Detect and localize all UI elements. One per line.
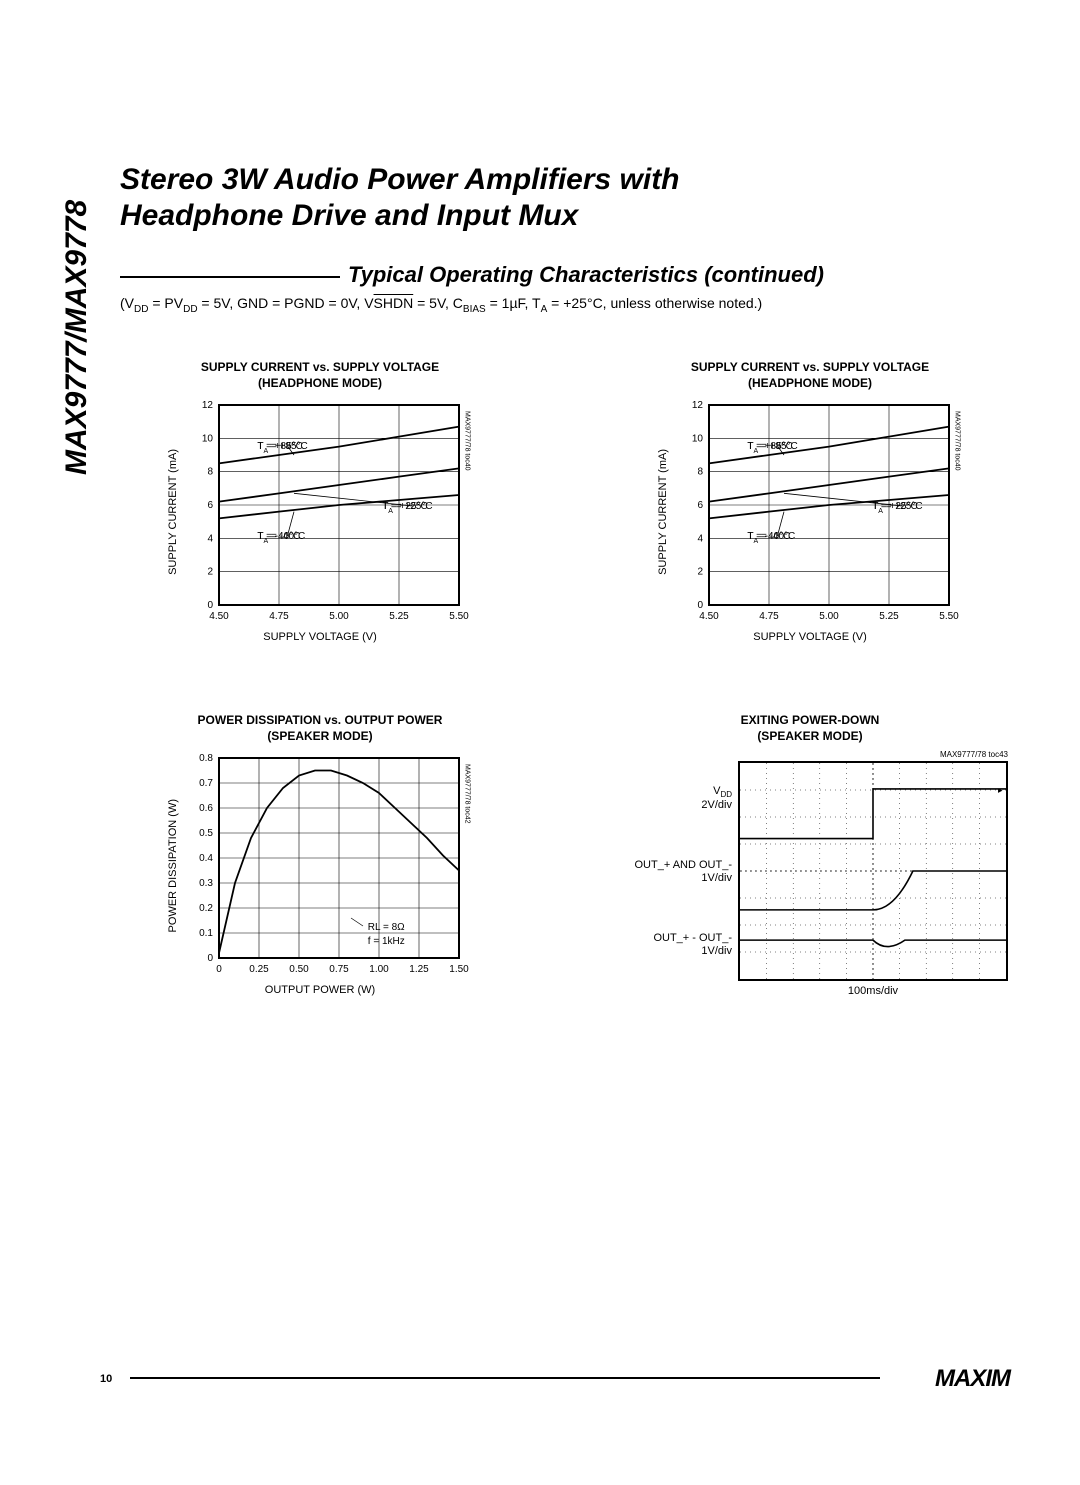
footer-rule xyxy=(130,1377,880,1379)
svg-text:6: 6 xyxy=(697,500,703,511)
svg-text:1.50: 1.50 xyxy=(449,964,469,975)
svg-text:8: 8 xyxy=(207,467,213,478)
svg-text:4.75: 4.75 xyxy=(759,611,779,622)
svg-text:MAX9777/78 toc42: MAX9777/78 toc42 xyxy=(464,764,471,824)
svg-text:2: 2 xyxy=(207,567,213,578)
side-part-number: MAX9777/MAX9778 xyxy=(60,200,94,475)
svg-text:10: 10 xyxy=(692,434,704,445)
charts-grid: SUPPLY CURRENT vs. SUPPLY VOLTAGE(HEADPH… xyxy=(120,360,1010,997)
svg-text:0.5: 0.5 xyxy=(199,828,213,839)
svg-text:f = 1kHz: f = 1kHz xyxy=(368,936,405,947)
svg-text:6: 6 xyxy=(207,500,213,511)
page-title-line2: Headphone Drive and Input Mux xyxy=(120,198,680,234)
svg-text:4: 4 xyxy=(207,534,213,545)
svg-text:MAX9777/78 toc40: MAX9777/78 toc40 xyxy=(464,411,471,471)
chart3-ylabel: POWER DISSIPATION (W) xyxy=(167,799,179,932)
chart2-title: SUPPLY CURRENT vs. SUPPLY VOLTAGE(HEADPH… xyxy=(691,360,929,391)
svg-text:12: 12 xyxy=(692,400,704,411)
conditions-text: (VDD = PVDD = 5V, GND = PGND = 0V, VSHDN… xyxy=(120,295,762,315)
svg-text:5.00: 5.00 xyxy=(329,611,349,622)
chart3-plot: 0 0.25 0.50 0.75 1.00 1.25 1.50 0 0.1 0.2 0.3 0.4 0.… xyxy=(183,750,473,980)
svg-text:0.7: 0.7 xyxy=(199,778,213,789)
svg-text:5.00: 5.00 xyxy=(819,611,839,622)
chart-supply-current-1: SUPPLY CURRENT vs. SUPPLY VOLTAGE(HEADPH… xyxy=(120,360,520,643)
chart2-ylabel: SUPPLY CURRENT (mA) xyxy=(657,449,669,575)
svg-text:1.00: 1.00 xyxy=(369,964,389,975)
svg-text:0.6: 0.6 xyxy=(199,803,213,814)
svg-text:5.50: 5.50 xyxy=(939,611,959,622)
svg-text:0.3: 0.3 xyxy=(199,878,213,889)
svg-text:0: 0 xyxy=(207,600,213,611)
svg-text:4.50: 4.50 xyxy=(699,611,719,622)
section-title-row: Typical Operating Characteristics (conti… xyxy=(120,262,1010,288)
svg-text:MAX9777/78 toc40: MAX9777/78 toc40 xyxy=(954,411,961,471)
svg-text:2: 2 xyxy=(697,567,703,578)
chart3-title: POWER DISSIPATION vs. OUTPUT POWER(SPEAK… xyxy=(198,713,443,744)
maxim-logo: MAXIM xyxy=(935,1365,1010,1393)
svg-text:0: 0 xyxy=(207,953,213,964)
svg-text:0.25: 0.25 xyxy=(249,964,269,975)
svg-text:5.25: 5.25 xyxy=(389,611,409,622)
svg-text:5.50: 5.50 xyxy=(449,611,469,622)
svg-text:4: 4 xyxy=(697,534,703,545)
scope-screen: ▸ xyxy=(738,761,1008,981)
svg-text:0.4: 0.4 xyxy=(199,853,213,864)
svg-text:0.50: 0.50 xyxy=(289,964,309,975)
svg-text:0.1: 0.1 xyxy=(199,928,213,939)
svg-text:0: 0 xyxy=(216,964,222,975)
svg-text:0.75: 0.75 xyxy=(329,964,349,975)
svg-text:5.25: 5.25 xyxy=(879,611,899,622)
page-title: Stereo 3W Audio Power Amplifiers with He… xyxy=(120,162,680,234)
svg-text:0: 0 xyxy=(697,600,703,611)
svg-text:10: 10 xyxy=(202,434,214,445)
svg-text:8: 8 xyxy=(697,467,703,478)
page-number: 10 xyxy=(100,1373,112,1385)
chart2-plot: 4.504.755.005.255.50024681012T = +85°CT … xyxy=(673,397,963,627)
chart-power-dissipation: POWER DISSIPATION vs. OUTPUT POWER(SPEAK… xyxy=(120,713,520,997)
chart1-xlabel: SUPPLY VOLTAGE (V) xyxy=(263,631,377,643)
chart1-title: SUPPLY CURRENT vs. SUPPLY VOLTAGE(HEADPH… xyxy=(201,360,439,391)
svg-text:4.75: 4.75 xyxy=(269,611,289,622)
svg-text:RL = 8Ω: RL = 8Ω xyxy=(368,922,405,933)
svg-text:▸: ▸ xyxy=(998,785,1003,795)
svg-text:4.50: 4.50 xyxy=(209,611,229,622)
scope-trace-labels: VDD2V/divOUT_+ AND OUT_-1V/divOUT_+ - OU… xyxy=(612,761,732,981)
svg-text:1.25: 1.25 xyxy=(409,964,429,975)
chart1-plot: 4.504.755.005.255.50024681012T = +85°CT … xyxy=(183,397,473,627)
page-title-line1: Stereo 3W Audio Power Amplifiers with xyxy=(120,162,680,198)
scope-toc-ref: MAX9777/78 toc43 xyxy=(738,750,1008,759)
chart-supply-current-2: SUPPLY CURRENT vs. SUPPLY VOLTAGE(HEADPH… xyxy=(610,360,1010,643)
chart3-xlabel: OUTPUT POWER (W) xyxy=(265,984,375,996)
svg-text:0.2: 0.2 xyxy=(199,903,213,914)
scope-exiting-powerdown: EXITING POWER-DOWN(SPEAKER MODE) MAX9777… xyxy=(610,713,1010,997)
section-title: Typical Operating Characteristics (conti… xyxy=(348,262,824,288)
section-title-rule xyxy=(120,276,340,278)
scope-title: EXITING POWER-DOWN(SPEAKER MODE) xyxy=(741,713,880,744)
scope-xlabel: 100ms/div xyxy=(738,985,1008,997)
chart2-xlabel: SUPPLY VOLTAGE (V) xyxy=(753,631,867,643)
svg-text:0.8: 0.8 xyxy=(199,753,213,764)
chart1-ylabel: SUPPLY CURRENT (mA) xyxy=(167,449,179,575)
svg-text:12: 12 xyxy=(202,400,214,411)
